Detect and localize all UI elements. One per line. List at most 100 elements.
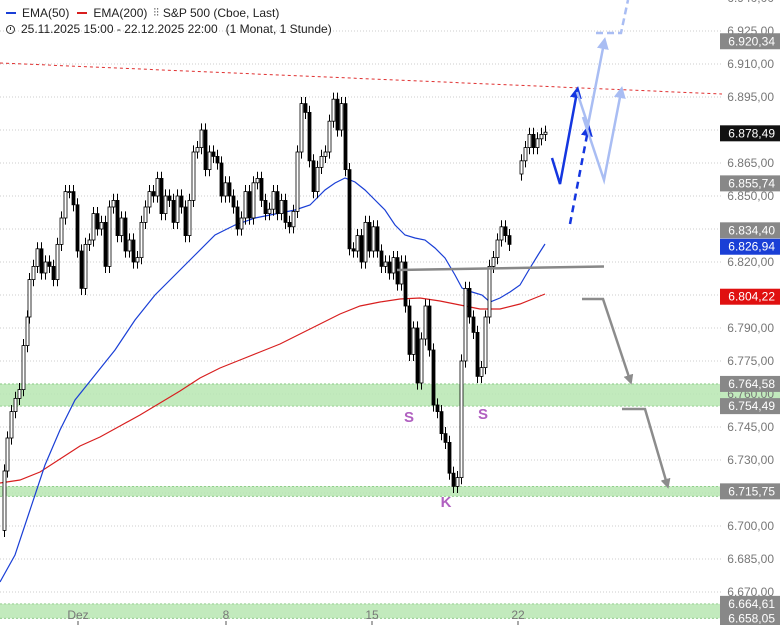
candle-body [87, 239, 92, 245]
price-label: 6.754,49 [728, 399, 775, 413]
candle-body [47, 261, 52, 267]
candle-body [463, 287, 468, 362]
price-label-box [720, 483, 780, 500]
candle-body [283, 199, 288, 223]
candle-body [291, 210, 296, 228]
bearish-arrow-1 [582, 297, 634, 385]
candle-body [387, 261, 392, 274]
candle-body [259, 177, 264, 201]
candle-body [431, 349, 436, 406]
candle-body [371, 226, 376, 252]
y-tick-label: 6.745,00 [727, 420, 774, 434]
candle-body [435, 404, 440, 412]
x-tick-label: 22 [511, 608, 525, 622]
interval-label: (1 Monat, 1 Stunde) [225, 22, 332, 36]
candle-body [155, 177, 160, 197]
candle-body [495, 239, 500, 259]
candle-body [343, 103, 348, 170]
candle-body [299, 103, 304, 153]
price-label: 6.804,22 [728, 290, 775, 304]
candle-body [99, 221, 104, 230]
candle-body [279, 199, 284, 214]
candle-body [507, 235, 512, 245]
ema50-label: EMA(50) [22, 6, 70, 20]
candle-body [199, 129, 204, 149]
candle-body [131, 239, 136, 263]
candle-body [427, 305, 432, 351]
y-tick-label: 6.940,00 [727, 0, 774, 5]
price-label-box [720, 238, 780, 255]
candle-body [123, 217, 128, 252]
candle-body [487, 265, 492, 318]
candle-body [379, 250, 384, 267]
candle-body [51, 265, 56, 280]
price-label-box [720, 375, 780, 392]
candle-body [79, 250, 84, 289]
clock-icon [6, 24, 15, 34]
candle-body [467, 287, 472, 318]
bullish-arrow-dashed [568, 124, 593, 225]
candle-body [459, 360, 464, 478]
candle-body [287, 221, 292, 228]
candle-body [167, 195, 172, 201]
candle-body [347, 169, 352, 250]
candle-body [231, 195, 236, 208]
y-tick-label: 6.895,00 [727, 90, 774, 104]
candle-body [91, 213, 96, 241]
price-label-box [720, 175, 780, 192]
y-tick-label: 6.820,00 [727, 255, 774, 269]
horizontal-gridlines [0, 30, 722, 593]
candle-body [519, 160, 524, 175]
candle-body [95, 213, 100, 230]
candle-body [391, 257, 396, 274]
pattern-annotation: S [404, 409, 414, 426]
candle-body [25, 316, 30, 347]
candle-body [423, 305, 428, 340]
candle-body [191, 151, 196, 201]
candle-body [327, 120, 332, 153]
candle-body [183, 206, 188, 237]
candle-body [271, 191, 276, 210]
candle-body [203, 129, 208, 170]
candle-body [211, 151, 216, 157]
pattern-annotations: S S K [404, 406, 488, 511]
downtrend-line [0, 62, 723, 95]
candle-body [175, 195, 180, 223]
candle-body [39, 248, 44, 274]
price-label-box [720, 222, 780, 239]
price-label: 6.834,40 [728, 223, 775, 237]
candle-body [335, 98, 340, 131]
candle-body [71, 191, 76, 206]
y-tick-label: 6.700,00 [727, 519, 774, 533]
candle-body [315, 166, 320, 192]
candle-body [247, 191, 252, 219]
candle-body [539, 133, 544, 140]
candle-body [319, 155, 324, 168]
candle-body [451, 472, 456, 487]
candle-body [219, 162, 224, 197]
bullish-target-arrow [581, 86, 626, 185]
candle-body [499, 226, 504, 241]
candle-body [143, 206, 148, 223]
candle-body [443, 433, 448, 443]
candle-body [27, 279, 32, 318]
price-label: 6.664,61 [728, 597, 775, 611]
price-label-box [720, 610, 780, 625]
candle-body [503, 226, 508, 237]
candle-body [179, 195, 184, 208]
candle-body [535, 138, 540, 149]
candle-body [127, 239, 132, 252]
candle-body [195, 147, 200, 153]
candle-body [31, 265, 36, 280]
candle-body [375, 226, 380, 252]
price-label: 6.920,34 [728, 34, 775, 48]
price-label-box [720, 33, 780, 50]
candle-body [215, 155, 220, 164]
candle-body [483, 316, 488, 368]
candle-body [303, 103, 308, 113]
candle-body [151, 191, 156, 197]
candlesticks [2, 92, 548, 537]
ema200-swatch [77, 12, 88, 14]
candles-icon: ⫶⫶ [153, 7, 159, 19]
bullish-arrow-solid [550, 86, 582, 185]
